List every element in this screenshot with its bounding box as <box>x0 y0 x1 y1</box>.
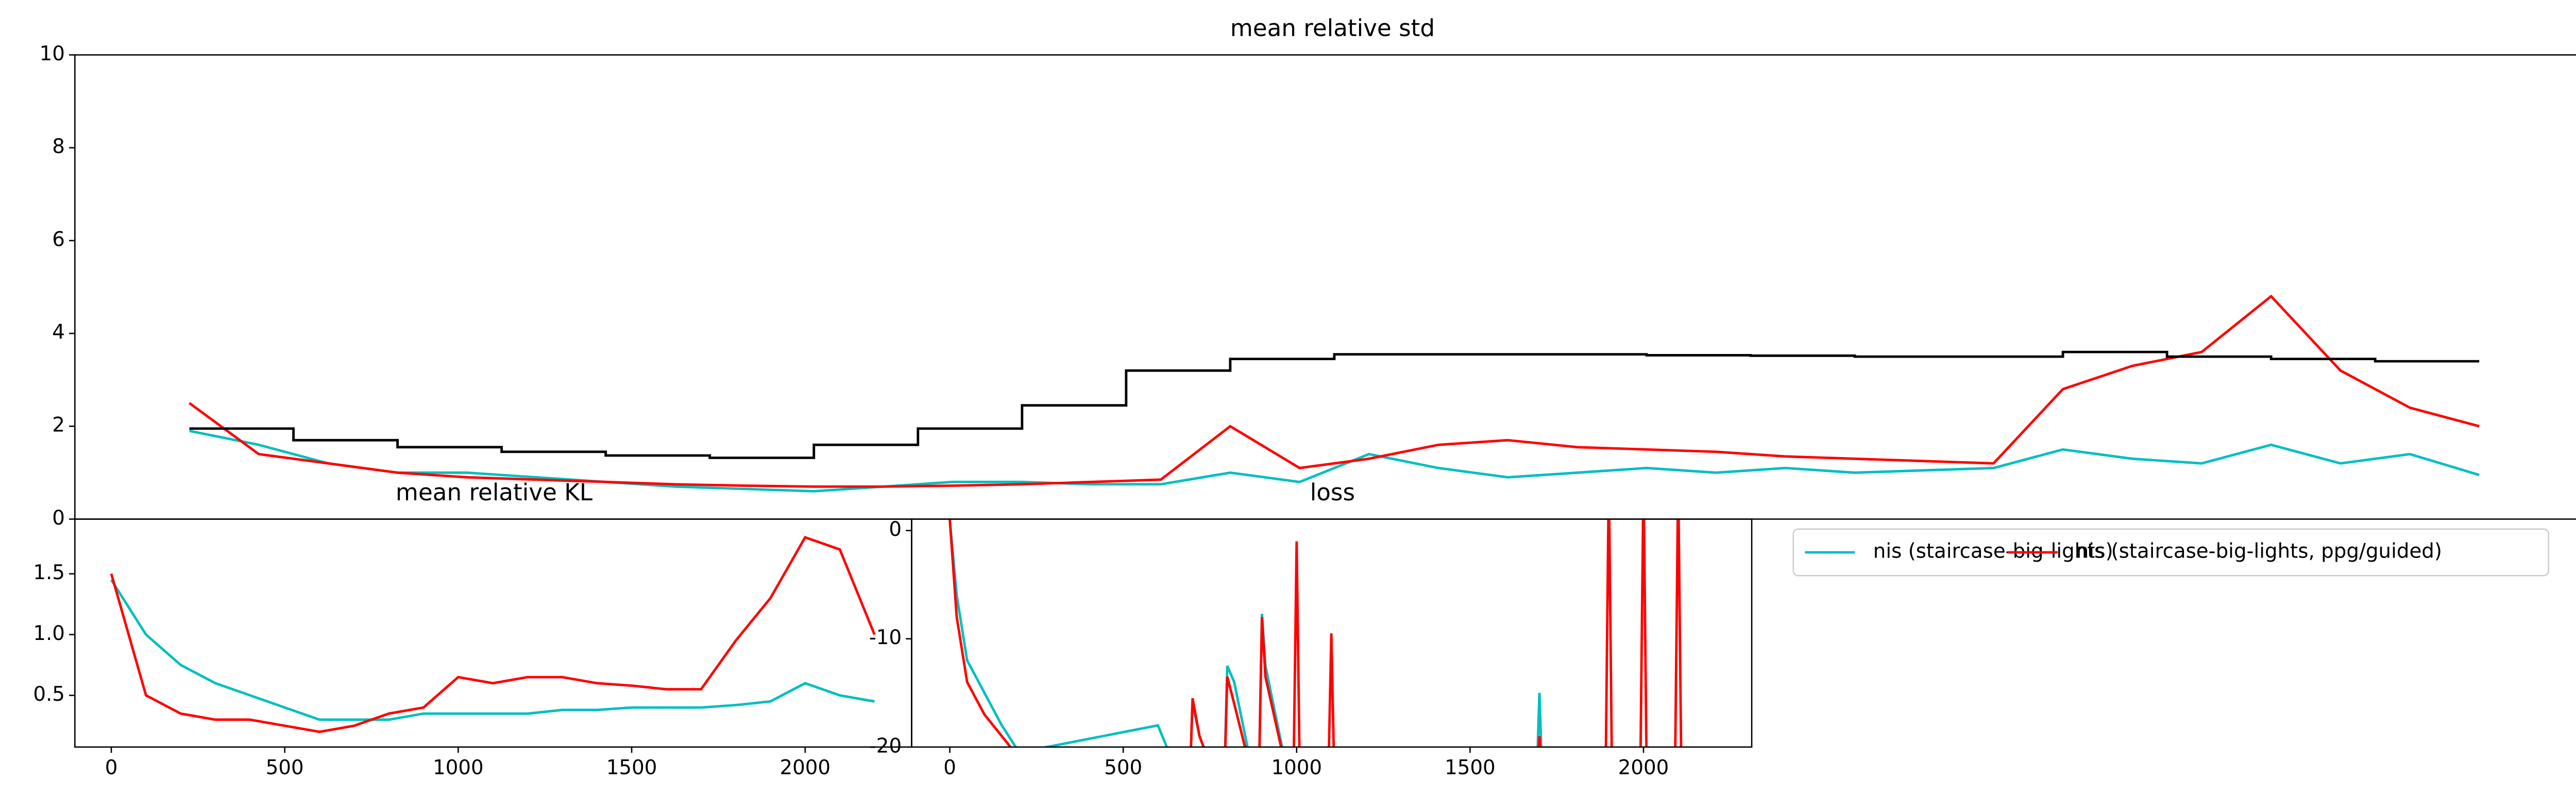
data-line <box>948 519 1543 747</box>
data-line <box>189 294 2480 488</box>
y-tick-label: 8 <box>52 135 65 158</box>
data-line <box>110 579 875 721</box>
y-tick-label: 0 <box>52 507 65 530</box>
y-tick-label: 4 <box>52 321 65 344</box>
y-tick-label: 1.0 <box>33 622 65 645</box>
chart-title: mean relative KL <box>396 479 592 506</box>
y-tick-label: 0 <box>889 518 902 541</box>
x-tick-label: 1500 <box>606 756 657 779</box>
y-tick-label: 2 <box>52 414 65 437</box>
x-tick-label: 2000 <box>779 756 831 779</box>
y-tick-label: 0.5 <box>33 683 65 706</box>
legend-label: nis (staircase-big-lights, ppg/guided) <box>2076 540 2442 563</box>
y-tick-label: -10 <box>869 626 902 649</box>
legend-frame <box>1792 528 2550 577</box>
x-tick-label: 1500 <box>1445 756 1496 779</box>
axes-frame <box>74 54 2576 520</box>
axes-frame <box>911 518 1753 748</box>
chart-title: mean relative std <box>1230 14 1435 42</box>
data-line <box>110 535 876 733</box>
x-tick-label: 0 <box>105 756 118 779</box>
x-tick-label: 500 <box>266 756 304 779</box>
x-tick-label: 2000 <box>1618 756 1669 779</box>
x-tick-label: 1000 <box>1271 756 1322 779</box>
x-tick-label: 500 <box>1104 756 1142 779</box>
chart-title: loss <box>1310 479 1355 506</box>
y-tick-label: -20 <box>869 734 902 757</box>
x-tick-label: 1000 <box>433 756 484 779</box>
x-tick-label: 0 <box>943 756 956 779</box>
legend: nis (staircase-big-lights)nis (staircase… <box>1792 528 2550 577</box>
data-line <box>948 519 1683 747</box>
y-tick-label: 10 <box>40 42 65 65</box>
legend-label: nis (staircase-big-lights) <box>1873 540 2113 563</box>
data-line <box>189 350 2480 459</box>
y-tick-label: 6 <box>52 228 65 251</box>
y-tick-label: 1.5 <box>33 561 65 584</box>
